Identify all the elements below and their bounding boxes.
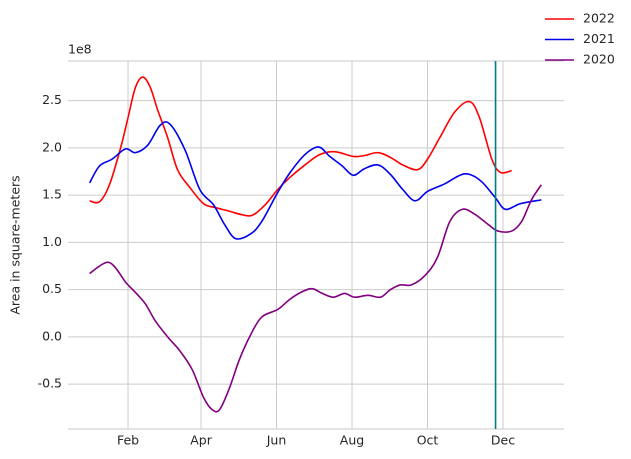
legend-label: 2022 [583, 11, 615, 26]
y-tick-label: 2.0 [42, 139, 62, 154]
y-offset-label: 1e8 [68, 42, 92, 57]
y-tick-label: 0.0 [42, 328, 62, 343]
line-series [89, 184, 543, 413]
y-tick-label: 2.5 [42, 92, 62, 107]
x-tick-label: Dec [491, 433, 515, 448]
x-tick-label: Aug [340, 433, 364, 448]
line-series [89, 76, 512, 217]
y-tick-label: 1.0 [42, 234, 62, 249]
y-tick-label: -0.5 [38, 376, 62, 391]
y-tick-label: 0.5 [42, 281, 62, 296]
x-tick-label: Apr [190, 433, 212, 448]
legend-label: 2021 [583, 31, 615, 46]
line-series [88, 121, 542, 240]
x-tick-label: Jun [266, 433, 287, 448]
legend-label: 2020 [583, 52, 615, 67]
y-axis-label: Area in square-meters [8, 175, 23, 314]
x-tick-label: Feb [117, 433, 139, 448]
y-tick-label: 1.5 [42, 187, 62, 202]
x-tick-label: Oct [417, 433, 439, 448]
